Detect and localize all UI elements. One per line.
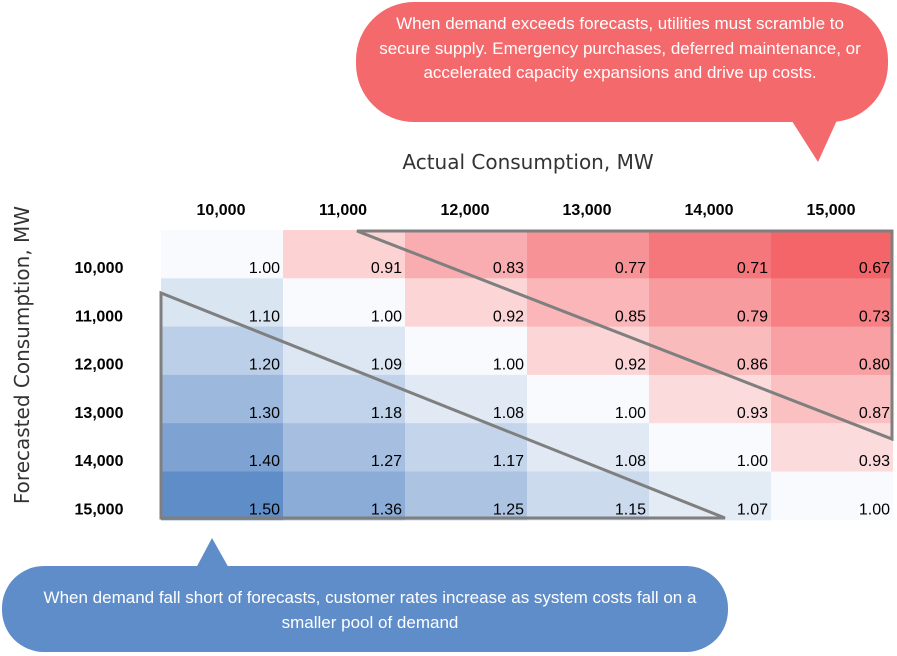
heatmap-cell — [405, 326, 527, 376]
cell-value-label: 0.92 — [493, 308, 524, 325]
upper-callout-text: When demand exceeds forecasts, utilities… — [379, 14, 861, 82]
y-tick-label: 13,000 — [75, 405, 124, 422]
heatmap-cell — [161, 471, 283, 521]
heatmap-cell — [527, 278, 649, 328]
cell-value-label: 1.07 — [737, 502, 768, 519]
heatmap-cell — [283, 278, 405, 328]
upper-triangle-outline — [356, 229, 894, 442]
cell-value-label: 0.86 — [737, 357, 768, 374]
heatmap-cell — [283, 230, 405, 279]
lower-callout-text: When demand fall short of forecasts, cus… — [43, 588, 697, 632]
cell-value-label: 0.93 — [859, 453, 890, 470]
cell-value-label: 1.08 — [615, 453, 646, 470]
cell-value-label: 0.77 — [615, 260, 646, 277]
cell-value-label: 1.18 — [371, 405, 402, 422]
cell-value-label: 1.27 — [371, 453, 402, 470]
heatmap-cell — [649, 423, 771, 472]
y-tick-label: 14,000 — [75, 453, 124, 470]
cell-value-label: 1.09 — [371, 357, 402, 374]
cell-value-label: 1.20 — [249, 357, 280, 374]
heatmap-cell — [405, 278, 527, 328]
heatmap-cell — [771, 278, 893, 328]
cell-value-label: 0.67 — [859, 260, 890, 277]
cell-value-label: 1.08 — [493, 405, 524, 422]
x-tick-label: 13,000 — [563, 202, 612, 219]
cell-value-label: 0.79 — [737, 308, 768, 325]
cell-value-label: 0.91 — [371, 260, 402, 277]
lower-callout-bubble — [2, 538, 728, 652]
heatmap-cell — [527, 230, 649, 279]
heatmap-cell — [283, 471, 405, 521]
cell-value-label: 1.10 — [249, 308, 280, 325]
cell-value-label: 1.50 — [249, 502, 280, 519]
y-tick-label: 11,000 — [75, 308, 123, 325]
heatmap-cell — [405, 471, 527, 521]
heatmap-cell — [527, 326, 649, 376]
cell-value-label: 0.85 — [615, 308, 646, 325]
cell-value-label: 0.93 — [737, 405, 768, 422]
upper-callout-bubble — [356, 2, 888, 162]
cell-value-label: 0.92 — [615, 357, 646, 374]
heatmap-cell — [283, 423, 405, 472]
heatmap-cell — [161, 230, 283, 279]
heatmap-cell — [771, 471, 893, 521]
heatmap-cell — [405, 230, 527, 279]
y-axis-title: Forecasted Consumption, MW — [10, 205, 34, 505]
cell-value-label: 1.36 — [371, 502, 402, 519]
heatmap-cell — [649, 278, 771, 328]
lower-triangle-outline — [159, 290, 726, 520]
cell-value-label: 1.00 — [737, 453, 768, 470]
x-tick-label: 11,000 — [319, 202, 367, 219]
cell-value-label: 1.30 — [249, 405, 280, 422]
cell-value-label: 0.80 — [859, 357, 890, 374]
cell-value-label: 0.71 — [737, 260, 768, 277]
cell-value-label: 0.73 — [859, 308, 890, 325]
heatmap-cell — [649, 230, 771, 279]
heatmap-cell — [771, 326, 893, 376]
y-tick-label: 10,000 — [75, 260, 124, 277]
cell-value-label: 0.83 — [493, 260, 524, 277]
cell-value-label: 1.00 — [615, 405, 646, 422]
cell-value-label: 1.17 — [493, 453, 524, 470]
heatmap-cell — [527, 374, 649, 424]
heatmap-cell — [771, 230, 893, 279]
cell-value-label: 1.15 — [615, 502, 646, 519]
cell-value-label: 0.87 — [859, 405, 890, 422]
x-axis-title: Actual Consumption, MW — [402, 150, 654, 174]
cell-value-label: 1.00 — [249, 260, 280, 277]
x-tick-label: 10,000 — [197, 202, 246, 219]
y-tick-label: 15,000 — [75, 502, 124, 519]
cell-value-label: 1.00 — [493, 357, 524, 374]
cell-value-label: 1.00 — [371, 308, 402, 325]
cell-value-label: 1.00 — [859, 502, 890, 519]
x-tick-label: 14,000 — [685, 202, 734, 219]
x-tick-label: 15,000 — [807, 202, 856, 219]
heatmap-cell — [161, 374, 283, 424]
cell-value-label: 1.25 — [493, 502, 524, 519]
cell-value-label: 1.40 — [249, 453, 280, 470]
x-tick-label: 12,000 — [441, 202, 490, 219]
y-tick-label: 12,000 — [75, 357, 124, 374]
heatmap-cell — [161, 423, 283, 472]
